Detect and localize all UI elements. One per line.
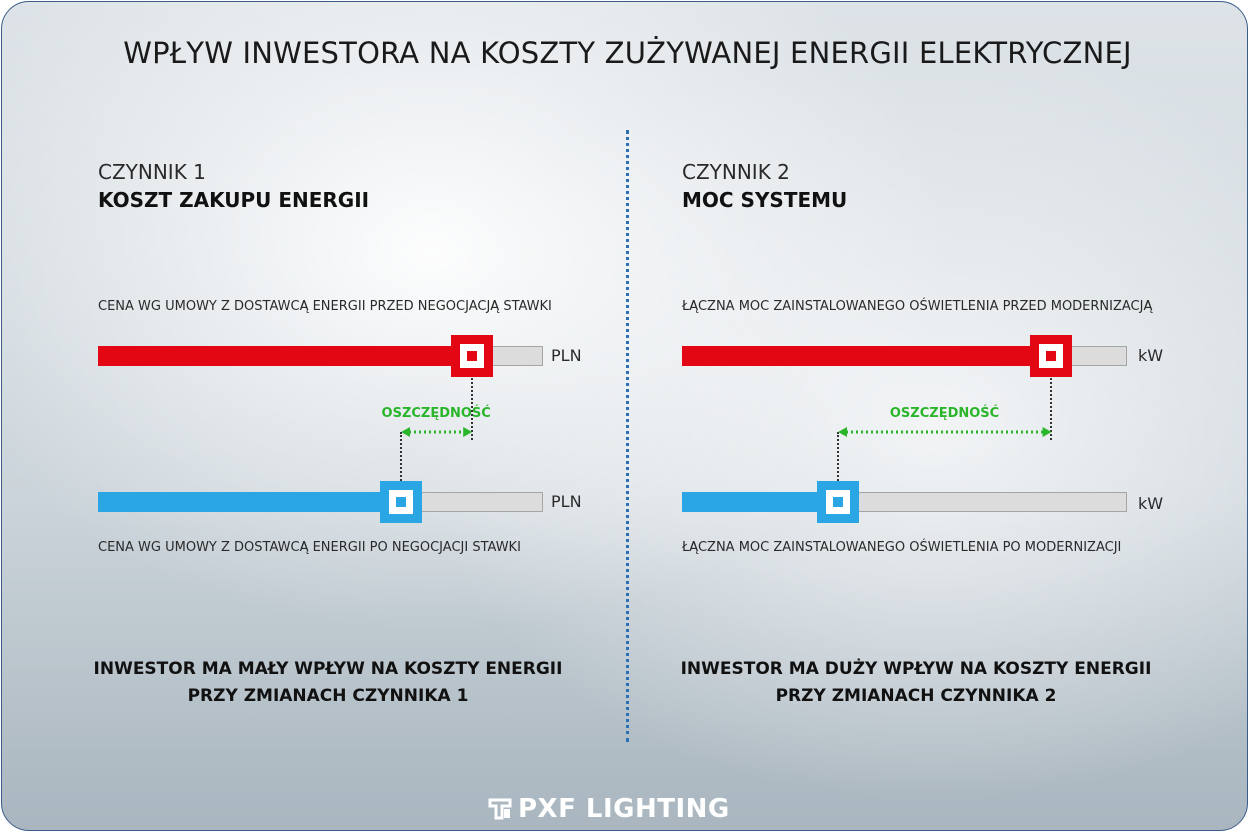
factor-2-after-marker [816,481,859,523]
factor-1-before-caption: CENA WG UMOWY Z DOSTAWCĄ ENERGII PRZED N… [98,299,552,314]
factor-1-after-guide-line [399,432,402,484]
factor-1-number: CZYNNIK 1 [98,160,206,184]
logo-text: PXF LIGHTING [518,794,730,824]
factor-2-before-marker [1030,335,1073,377]
factor-1-conclusion-line-1: INWESTOR MA MAŁY WPŁYW NA KOSZTY ENERGII [93,659,563,679]
factor-2-after-bar-fill [682,492,838,512]
factor-2-before-unit: kW [1138,346,1164,365]
factor-1-after-bar-fill [98,492,401,512]
factor-1-conclusion-line-2: PRZY ZMIANACH CZYNNIKA 1 [187,686,469,706]
factor-2-before-guide-line [1050,378,1053,440]
factor-1-before-bar-fill [98,346,472,366]
factor-2-number: CZYNNIK 2 [682,160,790,184]
factor-1-after-marker [379,481,422,523]
factor-1-conclusion: INWESTOR MA MAŁY WPŁYW NA KOSZTY ENERGII… [78,656,578,710]
column-divider [626,130,629,742]
factor-2-after-caption: ŁĄCZNA MOC ZAINSTALOWANEGO OŚWIETLENIA P… [682,540,1122,555]
factor-2-savings-arrow [837,427,1052,437]
factor-2-savings-label: OSZCZĘDNOŚĆ [889,406,1000,421]
factor-2-before-caption: ŁĄCZNA MOC ZAINSTALOWANEGO OŚWIETLENIA P… [682,299,1153,314]
factor-2-before-bar-fill [682,346,1052,366]
factor-1-savings-arrow [400,427,472,437]
factor-2-after-guide-line [836,432,839,484]
pxf-logo-icon [488,798,512,820]
pxf-lighting-logo: PXF LIGHTING [488,794,730,824]
factor-1-name: KOSZT ZAKUPU ENERGII [98,188,370,212]
factor-2-conclusion: INWESTOR MA DUŻY WPŁYW NA KOSZTY ENERGII… [666,656,1166,710]
factor-1-after-unit: PLN [551,492,582,511]
factor-2-name: MOC SYSTEMU [682,188,848,212]
factor-2-conclusion-line-1: INWESTOR MA DUŻY WPŁYW NA KOSZTY ENERGII [680,659,1152,679]
factor-1-before-marker [450,335,493,377]
factor-2-after-unit: kW [1138,494,1164,513]
factor-1-before-guide-line [470,378,473,440]
factor-1-before-unit: PLN [551,346,582,365]
factor-2-conclusion-line-2: PRZY ZMIANACH CZYNNIKA 2 [775,686,1057,706]
factor-1-after-caption: CENA WG UMOWY Z DOSTAWCĄ ENERGII PO NEGO… [98,540,521,555]
factor-1-savings-label: OSZCZĘDNOŚĆ [381,406,491,421]
page-title: WPŁYW INWESTORA NA KOSZTY ZUŻYWANEJ ENER… [123,36,1132,70]
